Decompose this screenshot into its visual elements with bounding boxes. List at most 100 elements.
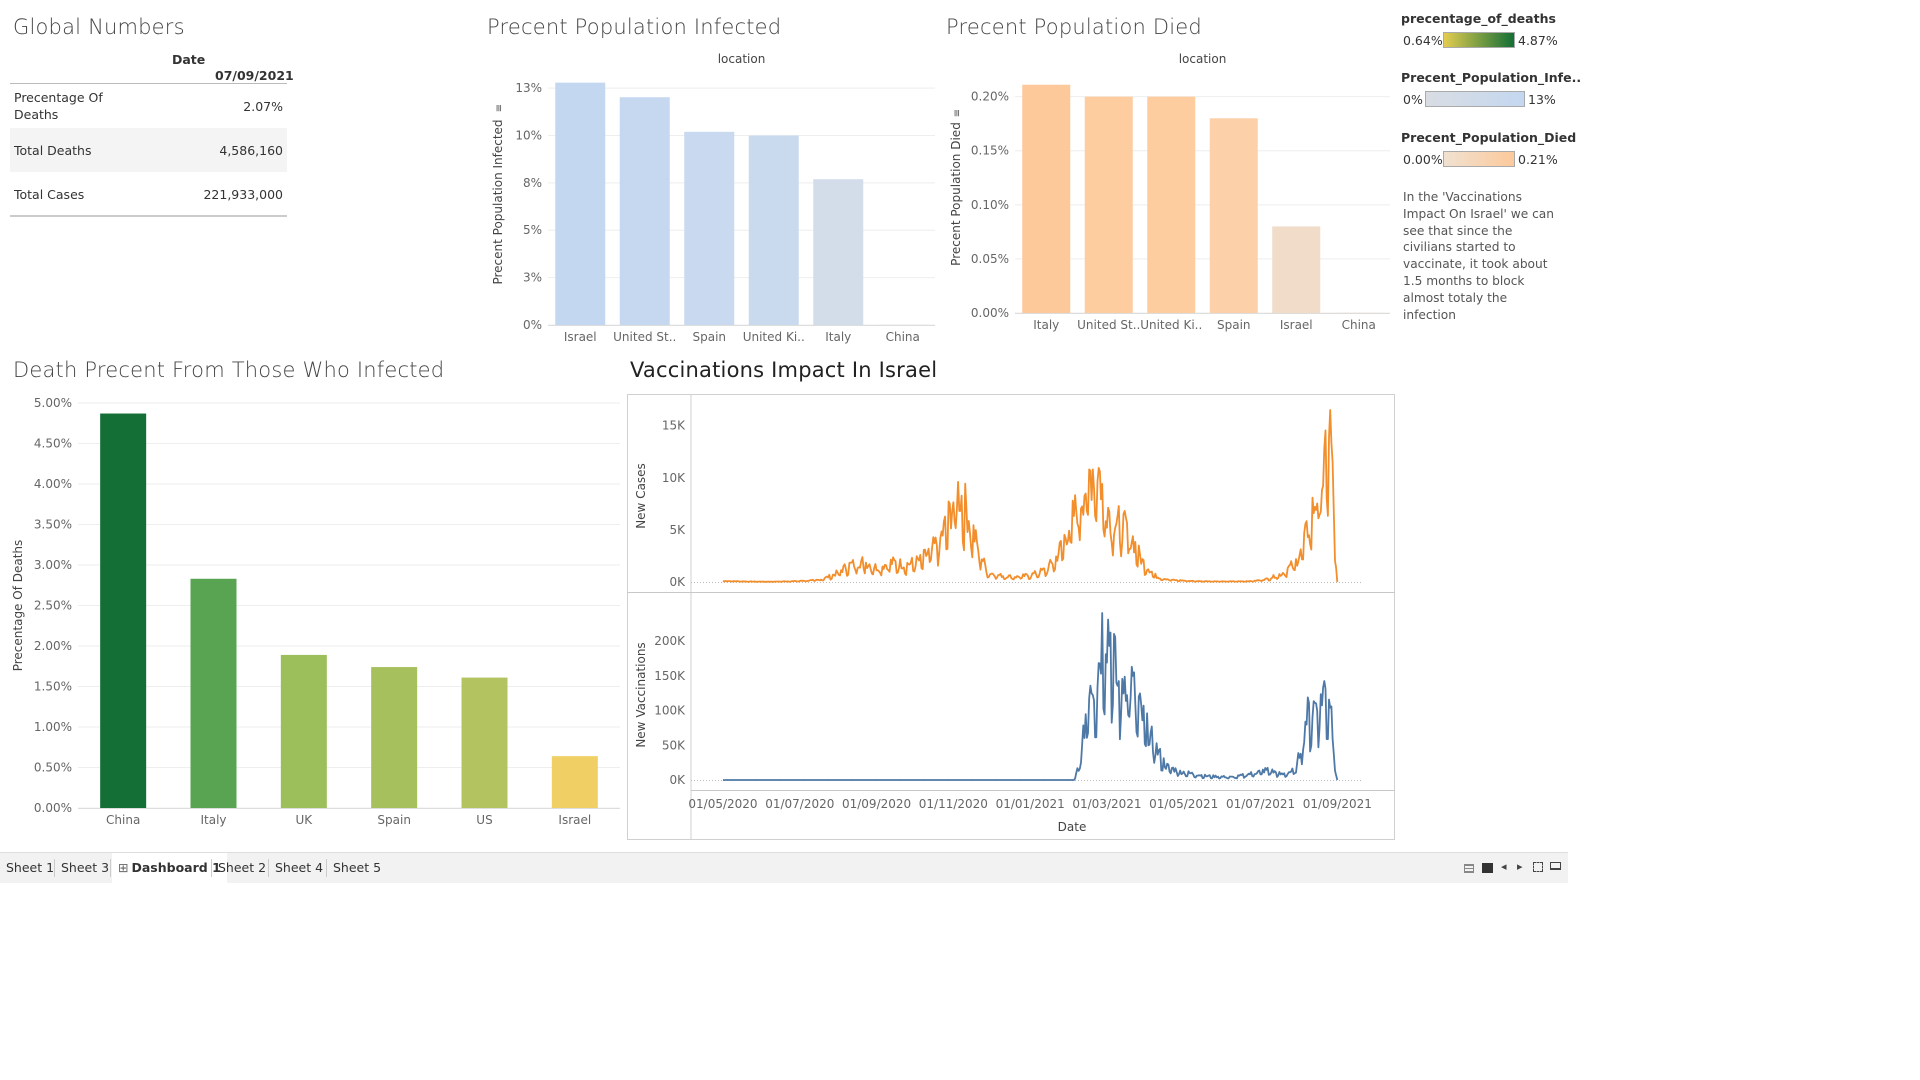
column-header: location xyxy=(1179,52,1227,66)
bar xyxy=(100,413,147,808)
y-tick-label: 100K xyxy=(654,704,686,718)
y-tick-label: 0% xyxy=(523,318,542,332)
infected-chart-title: Precent Population Infected xyxy=(487,15,782,39)
y-tick-label: 0.20% xyxy=(971,90,1009,104)
row-value: 221,933,000 xyxy=(203,186,283,202)
table-row[interactable]: Total Cases 221,933,000 xyxy=(10,172,287,216)
y-tick-label: 0.50% xyxy=(34,761,72,775)
y-tick-label: 0K xyxy=(669,575,686,589)
y-tick-label: 15K xyxy=(662,419,686,433)
y-axis-title: New Vaccinations xyxy=(634,642,648,747)
annotation-note: In the 'Vaccinations Impact On Israel' w… xyxy=(1403,190,1554,322)
x-tick-label: Israel xyxy=(564,330,597,344)
x-tick-label: 01/01/2021 xyxy=(996,797,1065,811)
tab-dashboard-1[interactable]: ⊞ Dashboard 1 xyxy=(112,853,227,883)
bar xyxy=(1084,96,1133,313)
x-tick-label: 01/07/2021 xyxy=(1226,797,1295,811)
y-tick-label: 2.50% xyxy=(34,599,72,613)
legend-gradient xyxy=(1425,91,1525,107)
bar xyxy=(1209,118,1258,313)
series-line xyxy=(723,612,1339,781)
tab-sheet-4[interactable]: Sheet 4 xyxy=(275,860,324,875)
x-tick-label: US xyxy=(476,813,492,827)
vaccinations-chart: 01/05/2020 01/07/2020 01/09/2020 01/11/2020… xyxy=(627,394,1395,840)
bar xyxy=(748,135,799,325)
row-label: Total Deaths xyxy=(14,142,92,158)
x-tick-label: UK xyxy=(296,813,314,827)
next-icon[interactable]: ▸ xyxy=(1517,860,1523,873)
x-tick-label: 01/09/2021 xyxy=(1303,797,1372,811)
fullscreen-icon[interactable] xyxy=(1533,862,1543,872)
y-tick-label: 1.00% xyxy=(34,720,72,734)
death-pct-chart-title: Death Precent From Those Who Infected xyxy=(13,358,445,382)
y-tick-label: 3% xyxy=(523,271,542,285)
tab-sheet-5[interactable]: Sheet 5 xyxy=(333,860,382,875)
legend-max: 4.87% xyxy=(1518,33,1558,48)
y-axis-title: New Cases xyxy=(634,463,648,529)
legend-gradient xyxy=(1443,151,1515,167)
legend-title: Precent_Population_Died xyxy=(1401,130,1577,145)
y-tick-label: 5K xyxy=(669,523,686,537)
row-value: 4,586,160 xyxy=(219,142,283,158)
y-tick-label: 5.00% xyxy=(34,396,72,410)
prev-icon[interactable]: ◂ xyxy=(1501,860,1507,873)
y-tick-label: 0.10% xyxy=(971,198,1009,212)
y-tick-label: 0.00% xyxy=(971,306,1009,320)
y-tick-label: 3.00% xyxy=(34,558,72,572)
y-tick-label: 3.50% xyxy=(34,518,72,532)
x-tick-label: China xyxy=(106,813,140,827)
x-tick-label: United St.. xyxy=(1077,318,1140,332)
bar xyxy=(684,131,735,325)
bar xyxy=(371,667,418,808)
x-tick-label: Spain xyxy=(692,330,726,344)
y-tick-label: 10K xyxy=(662,471,686,485)
bar xyxy=(461,677,508,808)
bar xyxy=(1022,84,1071,313)
death-pct-chart: 0.00% 0.50% 1.00% 1.50% 2.00% 2.50% 3.00% 3.50%… xyxy=(11,396,620,827)
legend-max: 0.21% xyxy=(1518,152,1558,167)
y-tick-label: 4.50% xyxy=(34,437,72,451)
y-tick-label: 8% xyxy=(523,176,542,190)
legend-min: 0.00% xyxy=(1403,152,1443,167)
x-tick-label: Italy xyxy=(825,330,851,344)
y-tick-label: 0K xyxy=(669,773,686,787)
y-tick-label: 0.05% xyxy=(971,252,1009,266)
x-tick-label: Italy xyxy=(200,813,226,827)
bar xyxy=(551,756,598,808)
table-row[interactable]: Precentage Of Deaths 2.07% xyxy=(10,84,287,128)
legend-max: 13% xyxy=(1528,92,1556,107)
table-row[interactable]: Total Deaths 4,586,160 xyxy=(10,128,287,172)
tab-sheet-2[interactable]: Sheet 2 xyxy=(218,860,267,875)
died-chart-title: Precent Population Died xyxy=(946,15,1202,39)
x-tick-label: 01/03/2021 xyxy=(1072,797,1141,811)
tab-sheet-3[interactable]: Sheet 3 xyxy=(61,860,110,875)
legend-gradient xyxy=(1443,32,1515,48)
x-tick-label: 01/09/2020 xyxy=(842,797,911,811)
dashboard-icon: ⊞ xyxy=(118,860,129,875)
grid-view-icon[interactable] xyxy=(1464,864,1474,873)
header-date-label: Date xyxy=(172,52,206,67)
bar xyxy=(1272,226,1321,313)
y-tick-label: 10% xyxy=(515,128,542,142)
x-axis-title: Date xyxy=(1058,820,1087,834)
global-numbers-title: Global Numbers xyxy=(13,15,185,39)
legend-title: precentage_of_deaths xyxy=(1401,11,1556,26)
vaccinations-chart-title: Vaccinations Impact In Israel xyxy=(630,358,938,382)
x-tick-label: Italy xyxy=(1033,318,1059,332)
x-tick-label: 01/07/2020 xyxy=(765,797,834,811)
sheet-tab-bar: Sheet 1 Sheet 3 ⊞ Dashboard 1 Sheet 2 She… xyxy=(0,852,1568,883)
tab-sheet-1[interactable]: Sheet 1 xyxy=(6,860,55,875)
y-tick-label: 2.00% xyxy=(34,639,72,653)
header-date-value[interactable]: 07/09/2021 xyxy=(215,68,294,83)
legend-min: 0% xyxy=(1403,92,1423,107)
y-tick-label: 5% xyxy=(523,223,542,237)
infected-chart: 0% 3% 5% 8% 10% 13% Precent Population Infecte… xyxy=(491,52,935,344)
bar xyxy=(1147,96,1196,313)
x-tick-label: Israel xyxy=(558,813,591,827)
presentation-icon[interactable] xyxy=(1550,862,1561,870)
filmstrip-icon[interactable] xyxy=(1482,863,1493,873)
x-tick-label: Spain xyxy=(1217,318,1251,332)
row-label: Precentage Of Deaths xyxy=(14,90,103,122)
bar xyxy=(555,82,606,325)
y-tick-label: 50K xyxy=(662,738,686,752)
